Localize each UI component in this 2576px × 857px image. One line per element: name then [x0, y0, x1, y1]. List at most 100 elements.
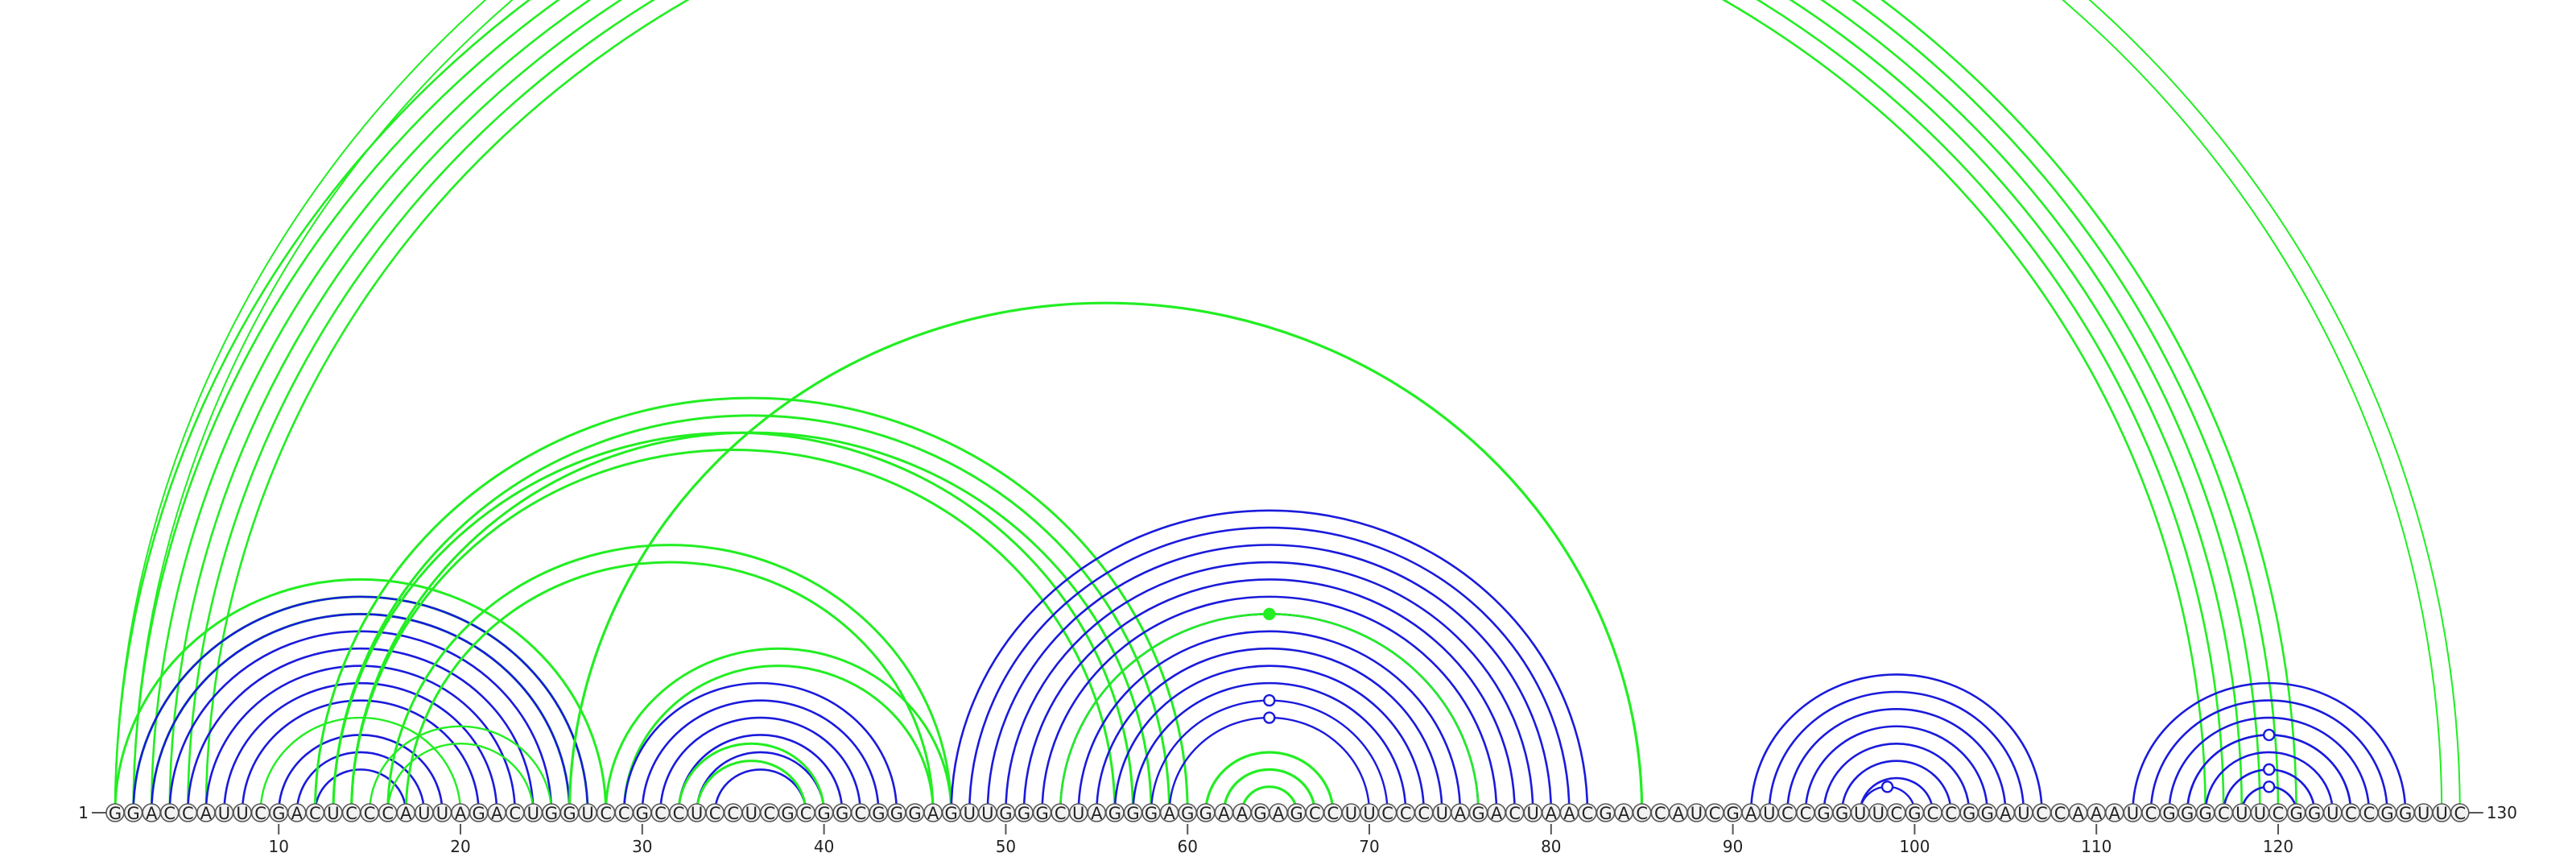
nucleotide-104: G [1979, 804, 1996, 823]
nucleotide-92: U [1761, 804, 1778, 823]
nucleotide-letter-51: G [1018, 804, 1030, 823]
nucleotide-letter-77: A [1491, 804, 1503, 823]
nucleotide-letter-71: C [1381, 804, 1393, 823]
nucleotide-99: C [1888, 804, 1905, 823]
nucleotide-94: C [1797, 804, 1814, 823]
nucleotide-67: C [1306, 804, 1323, 823]
nucleotide-110: A [2087, 804, 2105, 823]
nucleotide-119: U [2251, 804, 2268, 823]
nucleotide-53: C [1051, 804, 1069, 823]
pair-arc-32-41 [679, 735, 842, 813]
nucleotide-35: C [724, 804, 742, 823]
position-ruler: 10 20 30 40 50 60 70 80 90 100 110 120 [268, 824, 2293, 856]
nucleotide-64: G [1252, 804, 1269, 823]
nucleotide-86: C [1651, 804, 1669, 823]
nucleotide-letter-116: G [2199, 804, 2212, 823]
nucleotide-letter-83: G [1599, 804, 1612, 823]
nucleotide-1: G [106, 804, 124, 823]
nucleotide-54: U [1070, 804, 1088, 823]
nucleotide-81: A [1560, 804, 1578, 823]
nucleotide-letter-35: C [727, 804, 739, 823]
nucleotide-letter-27: U [581, 804, 593, 823]
pair-arc-5-117 [188, 0, 2223, 813]
base-pair-arcs [115, 0, 2460, 813]
nucleotide-letter-41: G [836, 804, 848, 823]
nucleotide-letter-113: C [2145, 804, 2157, 823]
nucleotide-letter-33: U [691, 804, 703, 823]
nucleotide-89: C [1706, 804, 1724, 823]
nucleotide-letter-91: A [1745, 804, 1757, 823]
nucleotide-109: A [2070, 804, 2087, 823]
nucleotide-48: U [960, 804, 978, 823]
nucleotide-letter-68: C [1327, 804, 1340, 823]
nucleotide-letter-2: G [126, 804, 139, 823]
nucleotide-65: A [1269, 804, 1287, 823]
pair-arc-3-26 [151, 614, 569, 813]
nucleotide-letter-117: C [2218, 804, 2230, 823]
nucleotide-27: U [579, 804, 597, 823]
nucleotide-116: G [2197, 804, 2215, 823]
nucleotide-23: C [506, 804, 524, 823]
nucleotide-letter-22: A [491, 804, 503, 823]
nucleotide-106: U [2015, 804, 2033, 823]
pair-arc-6-116 [206, 0, 2206, 813]
nucleotide-118: U [2233, 804, 2251, 823]
pair-arc-4-118 [170, 0, 2242, 813]
pair-arc-28-47 [606, 648, 952, 813]
nucleotide-66: G [1288, 804, 1306, 823]
nucleotide-32: C [670, 804, 687, 823]
nucleotide-letter-121: G [2289, 804, 2302, 823]
nucleotide-letter-67: C [1309, 804, 1321, 823]
nucleotide-letter-61: G [1199, 804, 1212, 823]
nucleotide-12: C [306, 804, 324, 823]
nucleotide-letter-58: G [1145, 804, 1158, 823]
nucleotide-79: U [1524, 804, 1542, 823]
nucleotide-letter-10: G [272, 804, 285, 823]
nucleotide-73: C [1415, 804, 1433, 823]
nucleotide-90: G [1724, 804, 1742, 823]
nucleotide-46: A [924, 804, 942, 823]
nucleotide-letter-92: U [1763, 804, 1775, 823]
nucleotide-letter-95: G [1817, 804, 1830, 823]
nucleotide-letter-85: C [1636, 804, 1648, 823]
nucleotide-107: C [2033, 804, 2050, 823]
nucleotide-76: G [1470, 804, 1488, 823]
nucleotide-letter-47: G [945, 804, 958, 823]
nucleotide-letter-102: C [1945, 804, 1957, 823]
nucleotide-16: C [379, 804, 397, 823]
nucleotide-101: C [1924, 804, 1942, 823]
nucleotide-120: C [2269, 804, 2287, 823]
nucleotide-letter-9: C [254, 804, 266, 823]
nucleotide-88: U [1687, 804, 1705, 823]
nucleotide-letter-3: A [146, 804, 158, 823]
nucleotide-45: G [906, 804, 924, 823]
nucleotide-letter-123: U [2326, 804, 2339, 823]
pair-arc-31-42 [660, 718, 860, 813]
nucleotide-letter-28: C [600, 804, 612, 823]
pair-arc-3-26 [151, 614, 569, 813]
nucleotide-51: G [1015, 804, 1033, 823]
nucleotide-39: C [797, 804, 815, 823]
nucleotide-letter-114: G [2162, 804, 2175, 823]
tick-label-100: 100 [1899, 837, 1930, 856]
nucleotide-11: A [288, 804, 306, 823]
nucleotide-29: C [615, 804, 633, 823]
pair-arc-2-120 [134, 0, 2278, 813]
nucleotide-letter-74: U [1436, 804, 1448, 823]
nucleotide-letter-103: G [1963, 804, 1975, 823]
sequence-end-label: 130 [2487, 803, 2517, 822]
nucleotide-115: G [2178, 804, 2196, 823]
nucleotide-letter-18: U [418, 804, 430, 823]
nucleotide-letter-112: U [2127, 804, 2139, 823]
nucleotide-28: C [597, 804, 615, 823]
nucleotide-69: U [1342, 804, 1360, 823]
arc-marker-59-70 [1264, 713, 1274, 723]
nucleotide-letter-13: U [327, 804, 339, 823]
arc-marker-58-71 [1264, 695, 1274, 706]
nucleotide-123: U [2324, 804, 2342, 823]
nucleotide-114: G [2161, 804, 2178, 823]
tick-label-60: 60 [1177, 837, 1197, 856]
nucleotide-letter-118: U [2235, 804, 2248, 823]
tick-label-110: 110 [2081, 837, 2112, 856]
nucleotide-98: U [1869, 804, 1887, 823]
